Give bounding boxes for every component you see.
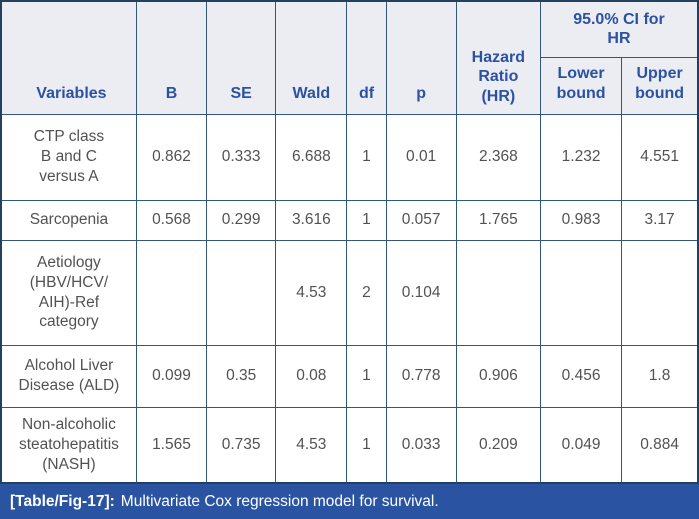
table-row: CTP class B and C versus A 0.862 0.333 6… — [0, 113, 699, 201]
cell-df: 1 — [346, 113, 387, 201]
cell-se: 0.333 — [206, 113, 277, 201]
cell-wald: 6.688 — [275, 113, 348, 201]
cell-p: 0.033 — [385, 406, 457, 484]
header-b: B — [135, 0, 208, 115]
cell-se: 0.299 — [206, 199, 277, 241]
cell-lower: 0.456 — [539, 344, 623, 408]
cox-regression-table: Variables B SE Wald df p Hazard Ratio (H… — [0, 0, 699, 484]
figure-caption: [Table/Fig-17]: Multivariate Cox regress… — [0, 484, 699, 519]
table-row: Non-alcoholic steatohepatitis (NASH) 1.5… — [0, 406, 699, 484]
cell-wald: 4.53 — [275, 406, 348, 484]
cell-se: 0.35 — [206, 344, 277, 408]
header-upper-bound: Upper bound — [621, 56, 699, 115]
cell-df: 1 — [346, 344, 387, 408]
cell-wald: 4.53 — [275, 239, 348, 346]
header-lower-bound: Lower bound — [539, 56, 623, 115]
cell-lower: 0.049 — [539, 406, 623, 484]
cell-b: 0.568 — [135, 199, 208, 241]
cell-hr: 0.209 — [455, 406, 541, 484]
cell-p: 0.104 — [385, 239, 457, 346]
header-row-bounds: Lower bound Upper bound — [1, 56, 699, 115]
cell-b: 0.099 — [135, 344, 208, 408]
cell-df: 1 — [346, 406, 387, 484]
cell-upper — [621, 239, 699, 346]
header-hazard-ratio: Hazard Ratio (HR) — [455, 0, 541, 115]
cell-upper: 1.8 — [621, 344, 699, 408]
cell-se: 0.735 — [206, 406, 277, 484]
cell-variable: CTP class B and C versus A — [0, 113, 137, 201]
cell-b: 0.862 — [135, 113, 208, 201]
header-se: SE — [206, 0, 277, 115]
cell-hr: 0.906 — [455, 344, 541, 408]
cell-lower — [539, 239, 623, 346]
cell-p: 0.778 — [385, 344, 457, 408]
cell-variable: Alcohol Liver Disease (ALD) — [0, 344, 137, 408]
header-variables: Variables — [0, 0, 137, 115]
table-row: Alcohol Liver Disease (ALD) 0.099 0.35 0… — [0, 344, 699, 408]
cell-lower: 1.232 — [539, 113, 623, 201]
cell-df: 1 — [346, 199, 387, 241]
caption-text: Multivariate Cox regression model for su… — [120, 493, 439, 510]
cell-wald: 0.08 — [275, 344, 348, 408]
cell-upper: 4.551 — [621, 113, 699, 201]
cell-p: 0.01 — [385, 113, 457, 201]
header-wald: Wald — [275, 0, 348, 115]
cell-variable: Aetiology (HBV/HCV/ AIH)-Ref category — [0, 239, 137, 346]
cell-variable: Sarcopenia — [0, 199, 137, 241]
cell-b — [135, 239, 208, 346]
cell-hr: 2.368 — [455, 113, 541, 201]
caption-tag: [Table/Fig-17]: — [10, 493, 115, 510]
header-ci-group: 95.0% CI for HR — [539, 0, 699, 58]
cell-df: 2 — [346, 239, 387, 346]
cell-variable: Non-alcoholic steatohepatitis (NASH) — [0, 406, 137, 484]
cell-lower: 0.983 — [539, 199, 623, 241]
cell-upper: 3.17 — [621, 199, 699, 241]
cell-se — [206, 239, 277, 346]
cell-p: 0.057 — [385, 199, 457, 241]
table-row: Sarcopenia 0.568 0.299 3.616 1 0.057 1.7… — [0, 199, 699, 241]
header-df: df — [346, 0, 387, 115]
header-row-top: Variables B SE Wald df p Hazard Ratio (H… — [0, 0, 699, 115]
cell-b: 1.565 — [135, 406, 208, 484]
header-p: p — [385, 0, 457, 115]
cell-hr — [455, 239, 541, 346]
cell-hr: 1.765 — [455, 199, 541, 241]
table-row: Aetiology (HBV/HCV/ AIH)-Ref category 4.… — [0, 239, 699, 346]
cell-wald: 3.616 — [275, 199, 348, 241]
cell-upper: 0.884 — [621, 406, 699, 484]
